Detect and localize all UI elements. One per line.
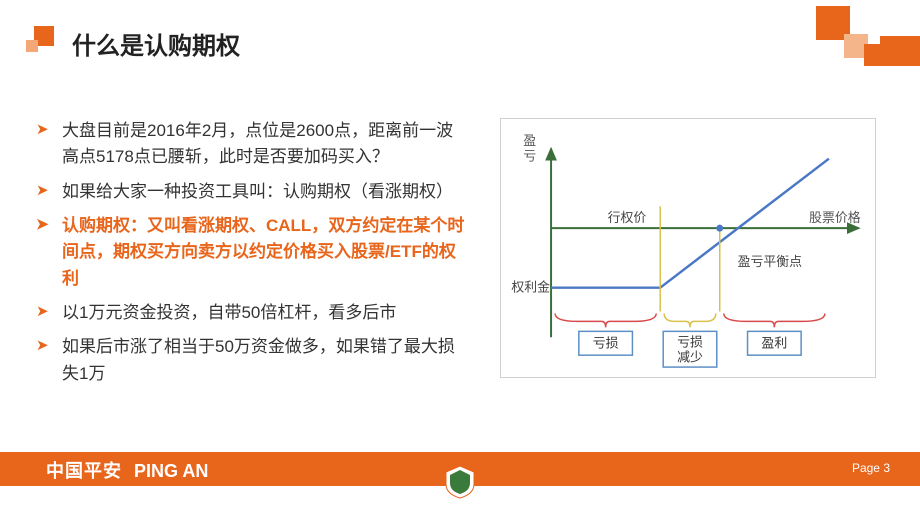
svg-text:亏: 亏	[523, 149, 536, 164]
list-item-highlight: 认购期权：又叫看涨期权、CALL，双方约定在某个时间点，期权买方向卖方以约定价格…	[36, 213, 466, 292]
page-number: Page 3	[852, 461, 890, 475]
brand-logo: 中国平安 PING AN	[46, 457, 208, 483]
svg-text:权利金: 权利金	[511, 280, 550, 295]
svg-text:盈利: 盈利	[761, 336, 787, 351]
list-item: 如果后市涨了相当于50万资金做多，如果错了最大损失1万	[36, 334, 466, 387]
list-item: 如果给大家一种投资工具叫：认购期权（看涨期权）	[36, 179, 466, 205]
footer-emblem-icon	[442, 464, 478, 500]
svg-text:亏损: 亏损	[593, 336, 619, 351]
page-title: 什么是认购期权	[72, 26, 240, 61]
svg-text:盈亏平衡点: 盈亏平衡点	[738, 254, 803, 269]
list-item: 以1万元资金投资，自带50倍杠杆，看多后市	[36, 300, 466, 326]
payoff-chart: 盈亏股票价格行权价盈亏平衡点权利金亏损亏损减少盈利	[500, 118, 876, 378]
list-item: 大盘目前是2016年2月，点位是2600点，距离前一波高点5178点已腰斩，此时…	[36, 118, 466, 171]
svg-text:亏损: 亏损	[677, 335, 703, 350]
svg-text:股票价格: 股票价格	[809, 210, 861, 225]
brand-cn: 中国平安	[46, 461, 122, 481]
title-decoration	[22, 26, 52, 56]
svg-text:减少: 减少	[677, 350, 703, 365]
bullet-list: 大盘目前是2016年2月，点位是2600点，距离前一波高点5178点已腰斩，此时…	[36, 118, 466, 395]
corner-decoration	[800, 6, 920, 76]
brand-en: PING AN	[134, 461, 208, 481]
svg-text:盈: 盈	[523, 133, 536, 148]
svg-text:行权价: 行权价	[608, 210, 647, 225]
